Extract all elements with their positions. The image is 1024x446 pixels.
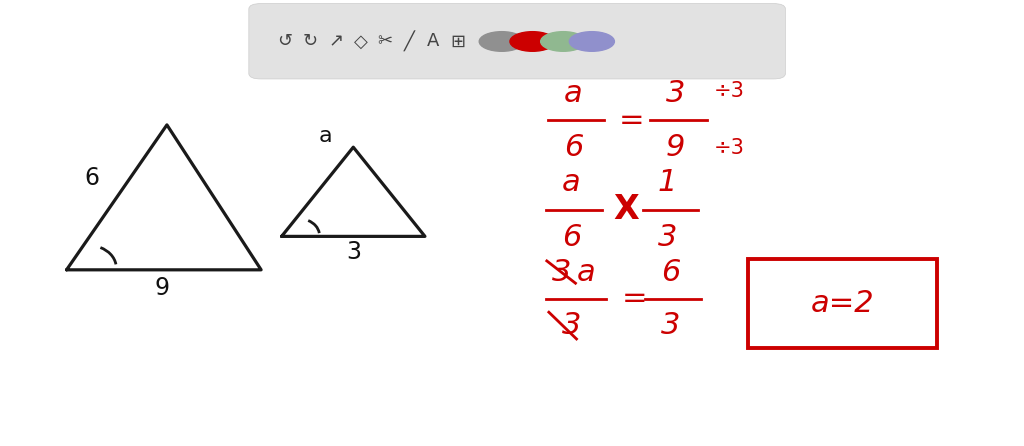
Text: a: a (564, 79, 583, 108)
Text: =: = (618, 106, 645, 135)
Text: ÷3: ÷3 (714, 82, 744, 101)
Circle shape (569, 32, 614, 51)
Text: a=2: a=2 (811, 289, 874, 318)
Circle shape (479, 32, 524, 51)
Text: a: a (577, 257, 595, 287)
Circle shape (541, 32, 586, 51)
Text: 6: 6 (85, 166, 99, 190)
Text: X: X (613, 193, 640, 226)
Text: ÷3: ÷3 (714, 138, 744, 158)
Text: ↺: ↺ (278, 33, 292, 50)
Text: ✂: ✂ (378, 33, 392, 50)
Text: 6: 6 (562, 223, 581, 252)
FancyBboxPatch shape (249, 4, 785, 79)
Text: ◇: ◇ (353, 33, 368, 50)
Text: 3: 3 (667, 79, 685, 108)
Text: A: A (427, 33, 439, 50)
Text: 9: 9 (155, 276, 169, 300)
Text: 3: 3 (562, 311, 581, 340)
Text: 6: 6 (662, 257, 680, 287)
Text: 3: 3 (552, 257, 570, 287)
Circle shape (510, 32, 555, 51)
Text: ↻: ↻ (303, 33, 317, 50)
Text: 6: 6 (564, 132, 583, 162)
FancyBboxPatch shape (748, 259, 937, 348)
Text: a: a (562, 168, 581, 198)
Text: 1: 1 (658, 168, 677, 198)
Text: 9: 9 (667, 132, 685, 162)
Text: ↗: ↗ (329, 33, 343, 50)
Text: =: = (622, 284, 648, 314)
Text: 3: 3 (658, 223, 677, 252)
Text: 3: 3 (662, 311, 680, 340)
Text: ⊞: ⊞ (451, 33, 465, 50)
Text: a: a (318, 126, 333, 146)
Text: ╱: ╱ (404, 31, 415, 52)
Text: 3: 3 (346, 240, 360, 264)
